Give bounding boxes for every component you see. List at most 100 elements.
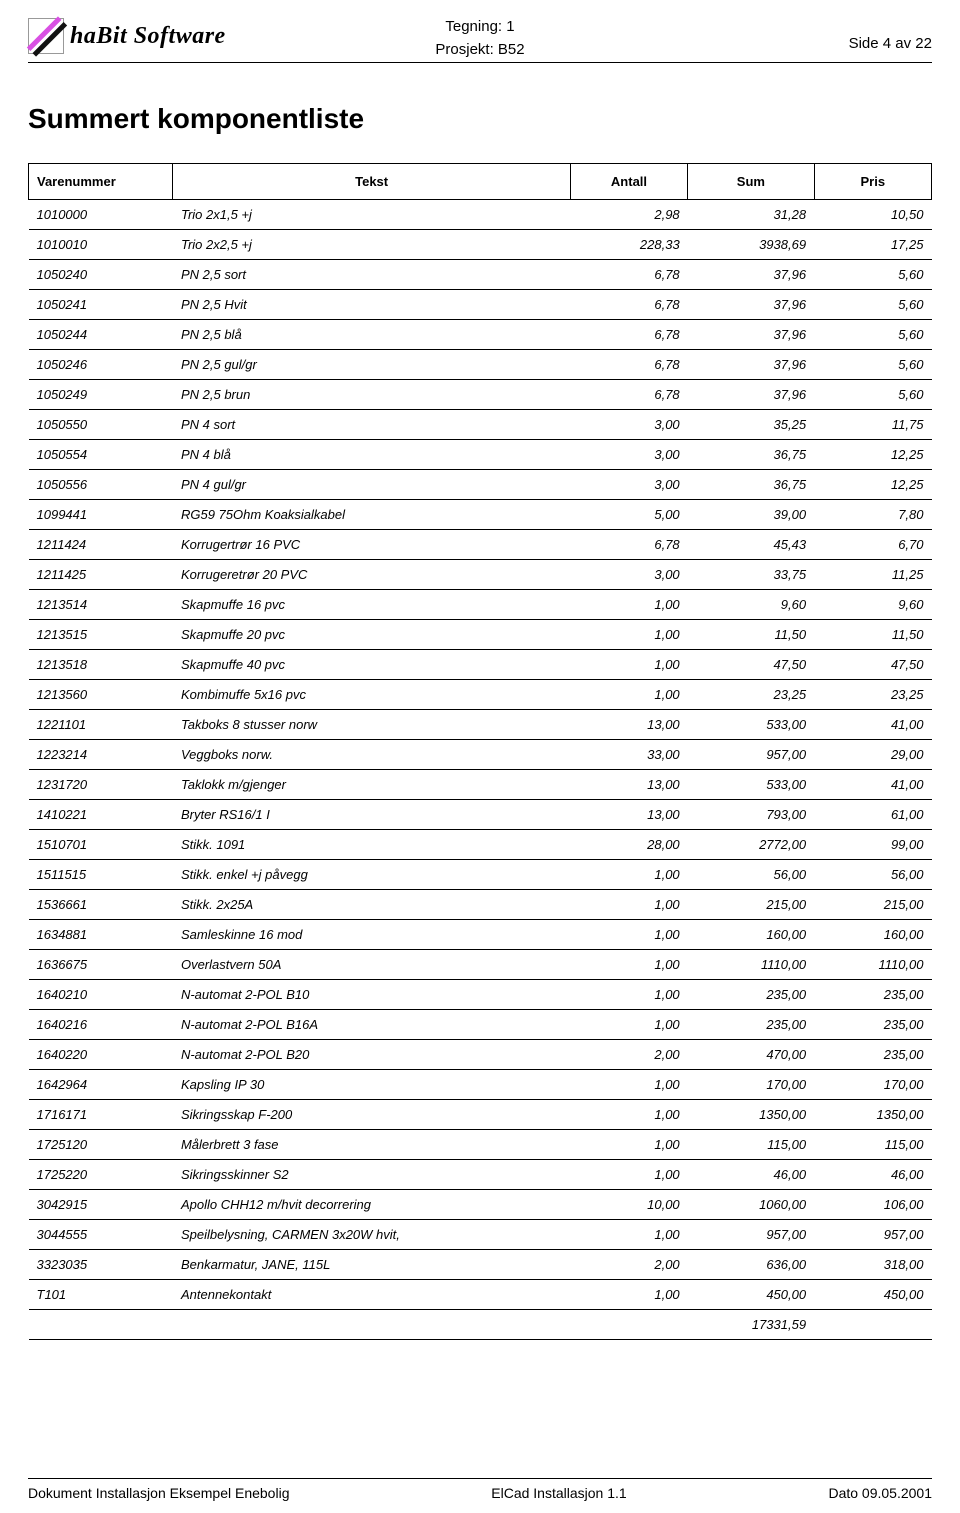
table-cell: 6,70 [814,530,931,560]
table-cell: 13,00 [570,770,687,800]
table-cell: 533,00 [688,770,814,800]
table-cell: 215,00 [688,890,814,920]
table-cell: 46,00 [688,1160,814,1190]
table-cell: 793,00 [688,800,814,830]
table-row: 1213518Skapmuffe 40 pvc1,0047,5047,50 [29,650,932,680]
table-row: 1050249PN 2,5 brun6,7837,965,60 [29,380,932,410]
table-cell: 6,78 [570,320,687,350]
table-row: 1211425Korrugeretrør 20 PVC3,0033,7511,2… [29,560,932,590]
table-cell: 23,25 [688,680,814,710]
table-cell: Apollo CHH12 m/hvit decorrering [173,1190,570,1220]
table-cell: 235,00 [814,1040,931,1070]
table-cell: 1642964 [29,1070,173,1100]
table-cell-empty [814,1310,931,1340]
col-header-pris: Pris [814,164,931,200]
table-cell: 3042915 [29,1190,173,1220]
table-cell: T101 [29,1280,173,1310]
table-cell: Benkarmatur, JANE, 115L [173,1250,570,1280]
table-row: 1725220Sikringsskinner S21,0046,0046,00 [29,1160,932,1190]
table-cell: 115,00 [814,1130,931,1160]
col-header-antall: Antall [570,164,687,200]
table-row: 1511515Stikk. enkel +j påvegg1,0056,0056… [29,860,932,890]
table-cell: 228,33 [570,230,687,260]
table-cell: Overlastvern 50A [173,950,570,980]
table-cell: 33,00 [570,740,687,770]
table-cell: 1,00 [570,620,687,650]
table-header-row: Varenummer Tekst Antall Sum Pris [29,164,932,200]
table-cell: 1410221 [29,800,173,830]
table-cell: 6,78 [570,350,687,380]
col-header-sum: Sum [688,164,814,200]
table-cell: Speilbelysning, CARMEN 3x20W hvit, [173,1220,570,1250]
table-cell: 29,00 [814,740,931,770]
table-cell: Kapsling IP 30 [173,1070,570,1100]
table-cell: 33,75 [688,560,814,590]
table-cell: 2772,00 [688,830,814,860]
table-row: 1223214Veggboks norw.33,00957,0029,00 [29,740,932,770]
table-cell: 41,00 [814,770,931,800]
table-cell: RG59 75Ohm Koaksialkabel [173,500,570,530]
table-row: 1213514Skapmuffe 16 pvc1,009,609,60 [29,590,932,620]
table-cell: 12,25 [814,470,931,500]
table-cell: 1213560 [29,680,173,710]
table-cell: 3938,69 [688,230,814,260]
table-cell: 235,00 [814,980,931,1010]
table-row: 1642964Kapsling IP 301,00170,00170,00 [29,1070,932,1100]
table-row: 3323035Benkarmatur, JANE, 115L2,00636,00… [29,1250,932,1280]
table-cell: 7,80 [814,500,931,530]
table-row: 1410221Bryter RS16/1 I13,00793,0061,00 [29,800,932,830]
table-cell: 170,00 [814,1070,931,1100]
table-cell: Sikringsskap F-200 [173,1100,570,1130]
table-row: 1231720Taklokk m/gjenger13,00533,0041,00 [29,770,932,800]
table-cell: 160,00 [688,920,814,950]
table-cell: 1,00 [570,920,687,950]
table-cell: 6,78 [570,380,687,410]
table-cell: 1640210 [29,980,173,1010]
table-row: 1510701Stikk. 109128,002772,0099,00 [29,830,932,860]
page-header: haBit Software Tegning: 1 Prosjekt: B52 … [28,18,932,63]
table-cell: Takboks 8 stusser norw [173,710,570,740]
table-cell: 1,00 [570,980,687,1010]
table-cell: 318,00 [814,1250,931,1280]
table-row: 1221101Takboks 8 stusser norw13,00533,00… [29,710,932,740]
table-cell: 470,00 [688,1040,814,1070]
table-cell: 6,78 [570,530,687,560]
table-cell: 36,75 [688,470,814,500]
table-cell: 37,96 [688,350,814,380]
table-cell: 1,00 [570,860,687,890]
table-cell: 35,25 [688,410,814,440]
table-cell: 1636675 [29,950,173,980]
table-cell: Trio 2x1,5 +j [173,200,570,230]
table-cell: 1050240 [29,260,173,290]
table-cell: 36,75 [688,440,814,470]
table-cell: Korrugertrør 16 PVC [173,530,570,560]
table-cell-empty [29,1310,173,1340]
table-cell: 1725120 [29,1130,173,1160]
table-cell: N-automat 2-POL B20 [173,1040,570,1070]
page-footer: Dokument Installasjon Eksempel Enebolig … [28,1478,932,1501]
table-row: 1010010Trio 2x2,5 +j228,333938,6917,25 [29,230,932,260]
table-cell: 1510701 [29,830,173,860]
table-cell: 37,96 [688,260,814,290]
table-cell: 115,00 [688,1130,814,1160]
table-row: 1050556PN 4 gul/gr3,0036,7512,25 [29,470,932,500]
table-cell: 5,60 [814,320,931,350]
table-cell: 1,00 [570,1100,687,1130]
table-cell: Taklokk m/gjenger [173,770,570,800]
table-row: 1050554PN 4 blå3,0036,7512,25 [29,440,932,470]
table-cell: 13,00 [570,710,687,740]
table-row: 1010000Trio 2x1,5 +j2,9831,2810,50 [29,200,932,230]
table-cell: 450,00 [688,1280,814,1310]
table-row: 3044555Speilbelysning, CARMEN 3x20W hvit… [29,1220,932,1250]
table-cell: 28,00 [570,830,687,860]
table-cell: 5,60 [814,350,931,380]
table-cell: 11,50 [814,620,931,650]
table-cell: 45,43 [688,530,814,560]
table-cell: 9,60 [814,590,931,620]
table-cell: 10,00 [570,1190,687,1220]
table-cell: N-automat 2-POL B16A [173,1010,570,1040]
table-cell: Stikk. 1091 [173,830,570,860]
table-cell: Målerbrett 3 fase [173,1130,570,1160]
table-cell: 1231720 [29,770,173,800]
table-cell: Stikk. 2x25A [173,890,570,920]
